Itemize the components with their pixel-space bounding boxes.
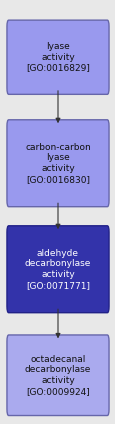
Text: aldehyde
decarbonylase
activity
[GO:0071771]: aldehyde decarbonylase activity [GO:0071… — [25, 248, 90, 290]
Text: carbon-carbon
lyase
activity
[GO:0016830]: carbon-carbon lyase activity [GO:0016830… — [25, 142, 90, 184]
Text: octadecanal
decarbonylase
activity
[GO:0009924]: octadecanal decarbonylase activity [GO:0… — [25, 354, 90, 396]
FancyBboxPatch shape — [7, 20, 108, 95]
FancyBboxPatch shape — [7, 120, 108, 207]
FancyBboxPatch shape — [7, 226, 108, 313]
Text: lyase
activity
[GO:0016829]: lyase activity [GO:0016829] — [26, 42, 89, 73]
FancyBboxPatch shape — [7, 335, 108, 416]
